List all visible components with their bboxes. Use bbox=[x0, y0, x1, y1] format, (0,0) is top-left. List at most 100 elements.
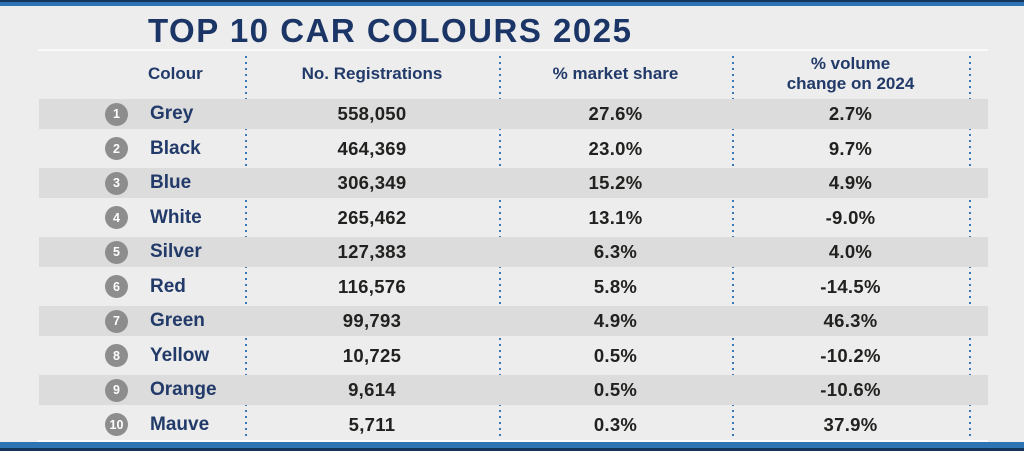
column-header-volume-change-line2: change on 2024 bbox=[786, 74, 915, 93]
market-share-value: 0.3% bbox=[593, 413, 638, 435]
colour-name: Black bbox=[150, 137, 201, 159]
registrations-value: 558,050 bbox=[337, 103, 407, 124]
market-share-cell: 23.0% bbox=[499, 134, 732, 164]
volume-change-value: 37.9% bbox=[823, 413, 878, 435]
colour-cell: 7 Green bbox=[39, 306, 245, 336]
volume-change-value: 4.9% bbox=[828, 172, 873, 193]
market-share-value: 4.9% bbox=[593, 310, 638, 331]
volume-change-cell: 4.9% bbox=[732, 168, 969, 198]
colour-cell: 8 Yellow bbox=[39, 341, 245, 371]
volume-change-value: 4.0% bbox=[828, 241, 873, 262]
colour-name: Red bbox=[150, 275, 186, 297]
rank-badge: 4 bbox=[105, 206, 128, 229]
market-share-value: 13.1% bbox=[588, 206, 643, 228]
market-share-value: 5.8% bbox=[593, 275, 638, 297]
bottom-accent-bar bbox=[0, 442, 1024, 451]
rank-badge: 2 bbox=[105, 137, 128, 160]
volume-change-cell: -10.6% bbox=[732, 375, 969, 405]
volume-change-value: -14.5% bbox=[820, 275, 881, 297]
rank-badge: 8 bbox=[105, 344, 128, 367]
colour-name: White bbox=[150, 206, 202, 228]
market-share-value: 15.2% bbox=[588, 172, 643, 193]
volume-change-value: 2.7% bbox=[828, 103, 873, 124]
registrations-cell: 464,369 bbox=[245, 134, 499, 164]
rank-badge: 9 bbox=[105, 378, 128, 402]
table-row: 9 Orange 9,614 0.5% -10.6% bbox=[0, 375, 1024, 405]
registrations-cell: 10,725 bbox=[245, 341, 499, 371]
volume-change-value: -10.6% bbox=[820, 379, 881, 400]
table-row: 6 Red 116,576 5.8% -14.5% bbox=[0, 272, 1024, 302]
registrations-cell: 558,050 bbox=[245, 99, 499, 129]
colour-name: Grey bbox=[150, 103, 194, 124]
volume-change-value: 46.3% bbox=[823, 310, 878, 331]
colour-cell: 1 Grey bbox=[39, 99, 245, 129]
market-share-cell: 0.3% bbox=[499, 410, 732, 440]
colour-name: Yellow bbox=[150, 344, 210, 366]
volume-change-value: 9.7% bbox=[828, 137, 873, 159]
registrations-cell: 306,349 bbox=[245, 168, 499, 198]
rank-badge: 10 bbox=[105, 413, 128, 436]
volume-change-cell: -14.5% bbox=[732, 272, 969, 302]
registrations-value: 127,383 bbox=[337, 241, 407, 262]
market-share-value: 23.0% bbox=[588, 137, 643, 159]
market-share-cell: 6.3% bbox=[499, 237, 732, 267]
colour-name: Mauve bbox=[150, 413, 210, 435]
colour-cell: 2 Black bbox=[39, 134, 245, 164]
volume-change-cell: 4.0% bbox=[732, 237, 969, 267]
volume-change-cell: 37.9% bbox=[732, 410, 969, 440]
table-row: 2 Black 464,369 23.0% 9.7% bbox=[0, 134, 1024, 164]
column-header-volume-change-line1: % volume bbox=[810, 54, 891, 73]
rank-badge: 5 bbox=[105, 240, 128, 264]
rank-badge: 6 bbox=[105, 275, 128, 298]
column-header-market-share: % market share bbox=[552, 64, 679, 83]
table-row: 4 White 265,462 13.1% -9.0% bbox=[0, 203, 1024, 233]
volume-change-value: -10.2% bbox=[820, 344, 881, 366]
rank-badge: 7 bbox=[105, 309, 128, 333]
colour-cell: 10 Mauve bbox=[39, 410, 245, 440]
volume-change-cell: 9.7% bbox=[732, 134, 969, 164]
market-share-value: 27.6% bbox=[588, 103, 643, 124]
table-header-row: Colour No. Registrations % market share … bbox=[0, 52, 1024, 96]
market-share-cell: 27.6% bbox=[499, 99, 732, 129]
registrations-value: 306,349 bbox=[337, 172, 407, 193]
registrations-value: 265,462 bbox=[337, 206, 407, 228]
volume-change-cell: 46.3% bbox=[732, 306, 969, 336]
market-share-cell: 13.1% bbox=[499, 203, 732, 233]
market-share-cell: 4.9% bbox=[499, 306, 732, 336]
volume-change-cell: -10.2% bbox=[732, 341, 969, 371]
table-row: 10 Mauve 5,711 0.3% 37.9% bbox=[0, 410, 1024, 440]
colour-name: Orange bbox=[150, 379, 217, 400]
column-header-colour: Colour bbox=[148, 64, 203, 83]
registrations-cell: 9,614 bbox=[245, 375, 499, 405]
volume-change-cell: -9.0% bbox=[732, 203, 969, 233]
table-rows: 1 Grey 558,050 27.6% 2.7% 2 Black 464,36… bbox=[0, 99, 1024, 440]
market-share-value: 0.5% bbox=[593, 379, 638, 400]
registrations-cell: 127,383 bbox=[245, 237, 499, 267]
market-share-cell: 15.2% bbox=[499, 168, 732, 198]
registrations-value: 10,725 bbox=[342, 344, 402, 366]
colour-cell: 4 White bbox=[39, 203, 245, 233]
registrations-value: 9,614 bbox=[348, 379, 396, 400]
registrations-value: 5,711 bbox=[348, 413, 396, 435]
market-share-cell: 0.5% bbox=[499, 375, 732, 405]
registrations-cell: 5,711 bbox=[245, 410, 499, 440]
table-row: 8 Yellow 10,725 0.5% -10.2% bbox=[0, 341, 1024, 371]
colour-name: Green bbox=[150, 310, 205, 331]
registrations-cell: 265,462 bbox=[245, 203, 499, 233]
rank-badge: 1 bbox=[105, 102, 128, 126]
market-share-cell: 5.8% bbox=[499, 272, 732, 302]
colour-cell: 5 Silver bbox=[39, 237, 245, 267]
market-share-cell: 0.5% bbox=[499, 341, 732, 371]
colour-name: Silver bbox=[150, 241, 202, 262]
column-header-registrations: No. Registrations bbox=[301, 64, 443, 83]
volume-change-cell: 2.7% bbox=[732, 99, 969, 129]
registrations-cell: 116,576 bbox=[245, 272, 499, 302]
table-row: 1 Grey 558,050 27.6% 2.7% bbox=[0, 99, 1024, 129]
table-row: 3 Blue 306,349 15.2% 4.9% bbox=[0, 168, 1024, 198]
table-row: 7 Green 99,793 4.9% 46.3% bbox=[0, 306, 1024, 336]
table-row: 5 Silver 127,383 6.3% 4.0% bbox=[0, 237, 1024, 267]
market-share-value: 0.5% bbox=[593, 344, 638, 366]
colour-name: Blue bbox=[150, 172, 192, 193]
colour-cell: 9 Orange bbox=[39, 375, 245, 405]
